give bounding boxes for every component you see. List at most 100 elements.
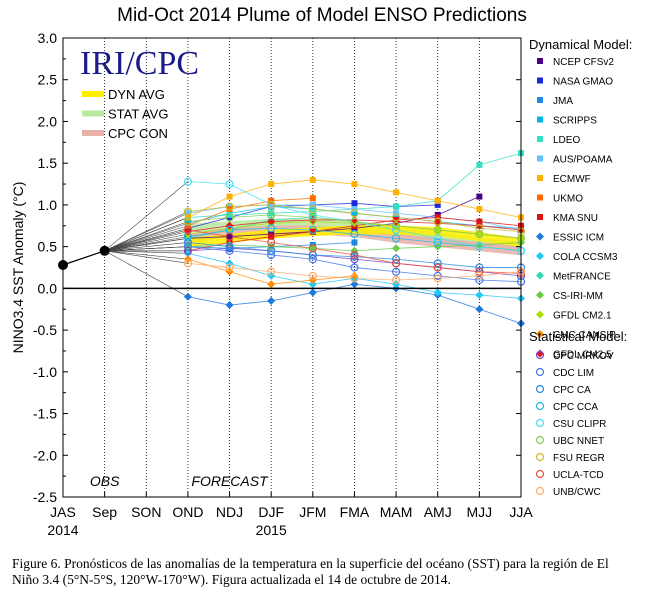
point-ecmwf [309, 176, 316, 183]
legend-label-unb-cwc: UNB/CWC [553, 487, 601, 498]
legend-marker-metfrance [536, 271, 544, 280]
point-gfdl-cm2-1 [392, 221, 401, 230]
point-cs-iri-mm [183, 242, 192, 251]
point-ncep-cfsv2 [476, 193, 483, 200]
xtick-label-ndj: NDJ [216, 504, 243, 520]
observed-line [62, 250, 105, 266]
point-ucla-tcd [308, 244, 317, 253]
fan-line-cdc-lim [104, 246, 188, 252]
point-nasa-gmao [351, 200, 358, 207]
point-essic-icm [225, 301, 234, 310]
series-line-ucla-tcd [187, 229, 522, 274]
xtick-label-jfm: JFM [299, 504, 326, 520]
fan-line-unb-cwc [104, 250, 188, 264]
point-cpc-cca [350, 230, 359, 239]
legend-label-ukmo: UKMO [553, 194, 583, 205]
point-ldeo [268, 210, 275, 217]
legend-marker-kma-snu [537, 214, 543, 220]
legend-label-csu-clipr: CSU CLIPR [553, 419, 606, 430]
point-cpc-ca [433, 259, 442, 268]
point-scripps [351, 210, 358, 217]
point-unb-cwc [308, 271, 317, 280]
y-axis-label: NINO3.4 SST Anomaly (°C) [10, 182, 26, 354]
point-ubc-nnet [225, 213, 234, 222]
point-kma-snu [476, 218, 483, 225]
legend-label-nasa-gmao: NASA GMAO [553, 77, 613, 88]
point-cpc-cca [391, 234, 401, 243]
point-cs-iri-mm [475, 240, 484, 249]
point-ukmo [184, 222, 191, 229]
point-kma-snu [268, 233, 275, 240]
ytick-label: -1.5 [33, 406, 57, 422]
legend-marker-cpc-mrkov [535, 350, 545, 360]
ytick-label: 3.0 [38, 30, 58, 46]
xtick-label-fma: FMA [340, 504, 370, 520]
point-gfdl-cm2-5 [433, 219, 442, 228]
point-ubc-nnet [267, 210, 276, 220]
legend-marker-ubc-nnet [535, 435, 545, 445]
point-ucla-tcd [475, 267, 484, 276]
legend-label-ucla-tcd: UCLA-TCD [553, 470, 604, 481]
point-ucla-tcd [183, 225, 193, 235]
point-cpc-cca [267, 224, 276, 233]
point-fsu-regr [350, 209, 359, 218]
point-ldeo [476, 161, 483, 168]
fan-line-cpc-ca [104, 242, 188, 252]
fan-line-ukmo [104, 225, 188, 252]
series-line-cpc-ca [187, 242, 521, 268]
point-cpc-ca [225, 242, 234, 251]
avg-legend-label-cpc-con: CPC CON [108, 126, 168, 141]
point-ldeo [393, 203, 400, 210]
point-cpc-cca [308, 225, 317, 235]
observed-point-sep [99, 245, 110, 256]
ytick-label: -2.5 [33, 489, 57, 505]
avg-legend-label-stat-avg: STAT AVG [108, 107, 168, 122]
point-fsu-regr [475, 224, 484, 233]
avg-legend-label-dyn-avg: DYN AVG [108, 87, 165, 102]
legend-label-cs-iri-mm: CS-IRI-MM [553, 291, 603, 302]
point-unb-cwc [350, 274, 359, 283]
legend-marker-csu-clipr [535, 418, 545, 428]
point-fsu-regr [391, 213, 401, 222]
point-csu-clipr [475, 242, 484, 251]
point-unb-cwc [225, 263, 234, 272]
point-cdc-lim [475, 275, 484, 285]
point-cola-ccsm3 [308, 280, 317, 289]
ytick-label: -1.0 [33, 364, 57, 380]
point-kma-snu [309, 228, 316, 235]
legend-marker-essic-icm [536, 232, 544, 241]
point-essic-icm [350, 280, 359, 289]
fan-line-cpc-cca [104, 236, 188, 252]
point-ubc-nnet [391, 221, 401, 230]
point-fsu-regr [433, 217, 442, 226]
ytick-label: 2.0 [38, 113, 58, 129]
legend-marker-gfdl-cm2-1 [536, 310, 544, 319]
legend-label-cpc-ca: CPC CA [553, 385, 591, 396]
legend-marker-cpc-cca [535, 401, 545, 411]
legend-marker-scripps [537, 116, 543, 123]
fan-line-cola-ccsm3 [104, 250, 188, 254]
point-ucla-tcd [350, 250, 359, 260]
legend-label-ecmwf: ECMWF [553, 174, 591, 185]
legend-marker-aus-poama [537, 155, 543, 162]
point-cs-iri-mm [350, 246, 359, 255]
point-csu-clipr [391, 225, 401, 235]
point-csu-clipr [308, 210, 317, 220]
point-csu-clipr [225, 179, 234, 189]
point-ecmwf [351, 181, 358, 188]
point-ucla-tcd [391, 259, 401, 268]
xtick-label-djf: DJF [258, 504, 284, 520]
legend-marker-ncep-cfsv2 [537, 58, 543, 64]
series-line-cdc-lim [187, 246, 522, 283]
model-series-markers [58, 150, 526, 328]
legend-label-fsu-regr: FSU REGR [553, 453, 605, 464]
figure-caption: Figure 6. Pronósticos de las anomalías d… [12, 556, 609, 587]
point-jma [351, 239, 358, 246]
point-cpc-ca [183, 238, 193, 247]
obs-annotation: OBS [90, 473, 120, 489]
point-ucla-tcd [433, 263, 442, 272]
point-ecmwf [226, 193, 233, 200]
point-gfdl-cm2-5 [350, 215, 359, 224]
legend-marker-ecmwf [537, 175, 543, 181]
point-ecmwf [393, 189, 400, 196]
